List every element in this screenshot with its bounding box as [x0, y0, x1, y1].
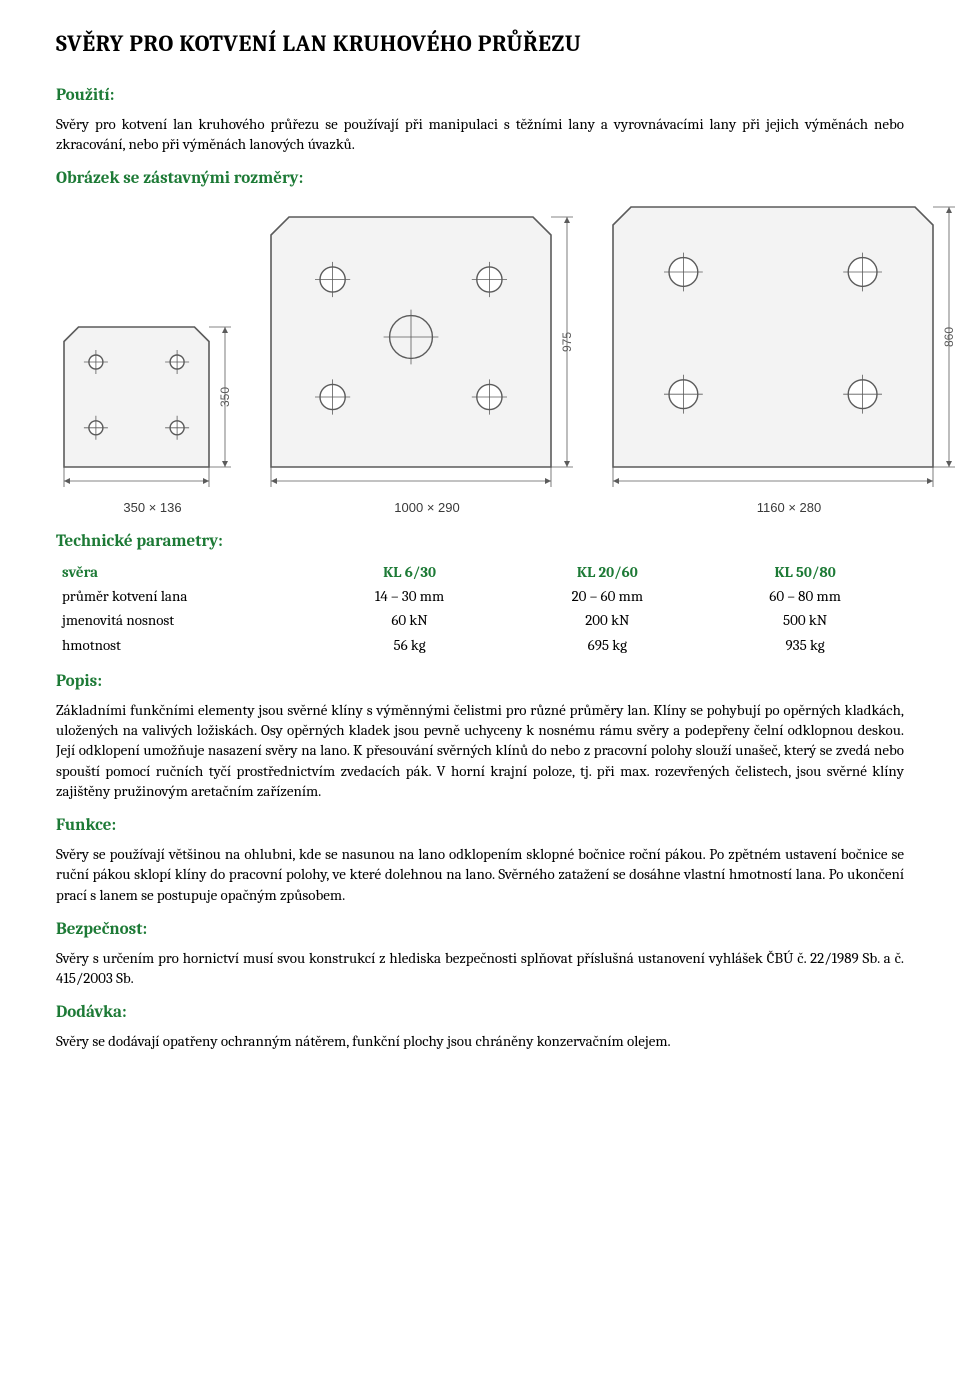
func-heading: Funkce: — [56, 815, 904, 838]
cell-2-1: 695 kg — [508, 633, 706, 657]
drawing-width-label-1: 1000 × 290 — [394, 499, 459, 517]
cell-2-0: 56 kg — [311, 633, 509, 657]
tech-heading: Technické parametry: — [56, 531, 904, 554]
table-row: hmotnost56 kg695 kg935 kg — [56, 633, 904, 657]
drawing-svg-1: 975 — [267, 213, 587, 497]
row-label-2: hmotnost — [56, 633, 311, 657]
drawing-0: 350 350 × 136 — [60, 323, 245, 517]
usage-heading: Použití: — [56, 85, 904, 108]
drawing-width-label-2: 1160 × 280 — [757, 499, 821, 517]
safety-body: Svěry s určením pro hornictví musí svou … — [56, 948, 904, 989]
svg-text:975: 975 — [560, 332, 574, 352]
model-header-2: KL 50/80 — [706, 560, 904, 584]
model-header-1: KL 20/60 — [508, 560, 706, 584]
drawing-svg-0: 350 — [60, 323, 245, 497]
cell-1-1: 200 kN — [508, 608, 706, 632]
desc-body: Základními funkčními elementy jsou svěrn… — [56, 700, 904, 801]
drawing-1: 975 1000 × 290 — [267, 213, 587, 517]
delivery-body: Svěry se dodávají opatřeny ochranným nát… — [56, 1031, 904, 1051]
table-corner-label: svěra — [56, 560, 311, 584]
drawing-svg-2: 860 — [609, 203, 960, 497]
table-header-row: svěraKL 6/30KL 20/60KL 50/80 — [56, 560, 904, 584]
func-body: Svěry se používají většinou na ohlubni, … — [56, 844, 904, 905]
usage-body: Svěry pro kotvení lan kruhového průřezu … — [56, 114, 904, 155]
drawing-heading: Obrázek se zástavnými rozměry: — [56, 168, 904, 191]
table-row: jmenovitá nosnost60 kN200 kN500 kN — [56, 608, 904, 632]
desc-heading: Popis: — [56, 671, 904, 694]
cell-2-2: 935 kg — [706, 633, 904, 657]
cell-0-1: 20 – 60 mm — [508, 584, 706, 608]
cell-0-2: 60 – 80 mm — [706, 584, 904, 608]
page-title: SVĚRY PRO KOTVENÍ LAN KRUHOVÉHO PRŮŘEZU — [56, 28, 904, 59]
svg-text:350: 350 — [218, 387, 232, 407]
delivery-heading: Dodávka: — [56, 1002, 904, 1025]
row-label-0: průměr kotvení lana — [56, 584, 311, 608]
tech-table: svěraKL 6/30KL 20/60KL 50/80 průměr kotv… — [56, 560, 904, 657]
drawing-2: 860 1160 × 280 — [609, 203, 960, 517]
row-label-1: jmenovitá nosnost — [56, 608, 311, 632]
cell-0-0: 14 – 30 mm — [311, 584, 509, 608]
svg-text:860: 860 — [942, 327, 956, 347]
table-row: průměr kotvení lana14 – 30 mm20 – 60 mm6… — [56, 584, 904, 608]
drawings-container: 350 350 × 136 — [56, 203, 904, 517]
cell-1-0: 60 kN — [311, 608, 509, 632]
drawing-width-label-0: 350 × 136 — [123, 499, 181, 517]
model-header-0: KL 6/30 — [311, 560, 509, 584]
safety-heading: Bezpečnost: — [56, 919, 904, 942]
cell-1-2: 500 kN — [706, 608, 904, 632]
